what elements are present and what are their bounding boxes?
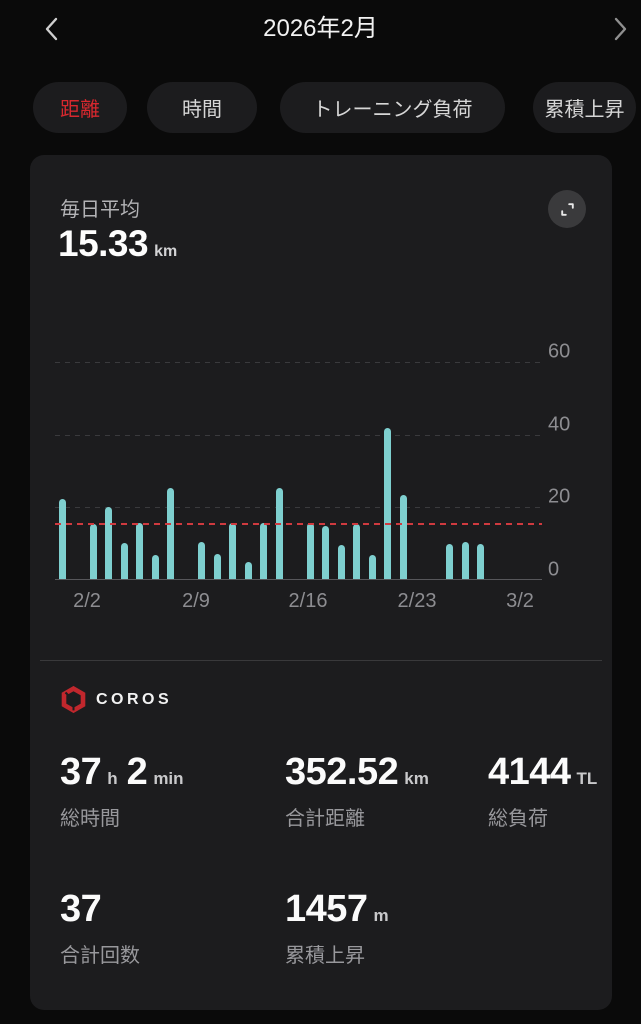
x-axis-line: [55, 579, 542, 580]
stat-value: 2: [126, 751, 148, 793]
brand-row: COROS: [60, 686, 172, 713]
bar-2/3[interactable]: [89, 523, 97, 580]
bar-2/8[interactable]: [167, 487, 174, 580]
stat-total-load: 4144 TL 総負荷: [488, 752, 606, 831]
stat-unit: m: [373, 906, 389, 925]
stat-value: 37: [60, 888, 102, 930]
bar-2/13[interactable]: [244, 562, 252, 580]
tab-time[interactable]: 時間: [147, 82, 257, 133]
monthly-stats-card: 毎日平均 15.33 km 2/2 2/9 2/16 2/23 3/2 0 20 40 60 …: [30, 155, 612, 1010]
bar-2/26[interactable]: [446, 543, 453, 580]
y-tick-label: 60: [548, 340, 571, 363]
y-tick-label: 40: [548, 413, 571, 436]
bar-2/22[interactable]: [384, 427, 391, 580]
bar-2/20[interactable]: [353, 524, 360, 580]
stat-value-row: 37 h 2 min: [60, 752, 193, 792]
stat-label: 総時間: [60, 808, 120, 830]
stat-unit: min: [153, 769, 184, 788]
bar-2/11[interactable]: [213, 553, 221, 580]
bar-2/6[interactable]: [136, 523, 143, 580]
tab-label: 時間: [182, 99, 222, 121]
stat-label: 累積上昇: [285, 945, 365, 967]
stat-value: 352.52: [285, 751, 399, 793]
coros-logo-icon: [61, 686, 86, 713]
stat-total-time: 37 h 2 min 総時間: [60, 752, 193, 831]
stat-label: 合計回数: [60, 945, 140, 967]
next-month-button[interactable]: [610, 16, 630, 42]
distance-bar-chart: 2/2 2/9 2/16 2/23 3/2: [55, 345, 542, 612]
bar-2/23[interactable]: [399, 494, 407, 580]
bar-2/10[interactable]: [198, 542, 205, 580]
tab-label: トレーニング負荷: [312, 99, 473, 121]
stat-unit: TL: [576, 769, 598, 788]
daily-average-value: 15.33: [58, 223, 149, 264]
daily-average-unit: km: [154, 243, 178, 260]
stat-value: 4144: [488, 751, 571, 793]
stat-value-row: 37: [60, 889, 140, 929]
bar-2/28[interactable]: [477, 543, 484, 580]
x-tick-label: 2/2: [73, 590, 101, 612]
tab-distance[interactable]: 距離: [33, 82, 127, 133]
bar-2/1[interactable]: [58, 499, 66, 580]
expand-icon: [560, 202, 574, 216]
prev-month-button[interactable]: [42, 16, 62, 42]
stat-value-row: 1457 m: [285, 889, 398, 929]
bar-2/5[interactable]: [120, 542, 128, 580]
expand-chart-button[interactable]: [548, 190, 586, 228]
daily-average-value-row: 15.33 km: [58, 223, 177, 265]
stat-value: 1457: [285, 888, 368, 930]
bar-2/14[interactable]: [260, 523, 267, 580]
stat-unit: h: [107, 769, 118, 788]
x-tick-label: 2/9: [182, 590, 210, 612]
tab-training-load[interactable]: トレーニング負荷: [280, 82, 505, 133]
stat-label: 合計距離: [285, 808, 365, 830]
chevron-left-icon: [45, 17, 58, 41]
bar-2/21[interactable]: [368, 555, 376, 580]
y-tick-label: 20: [548, 485, 571, 508]
stat-value-row: 4144 TL: [488, 752, 606, 792]
average-line: [55, 523, 542, 526]
bar-2/15[interactable]: [275, 488, 283, 580]
bar-2/4[interactable]: [105, 507, 112, 580]
bar-2/19[interactable]: [337, 545, 345, 580]
month-header: 2026年2月: [0, 0, 641, 60]
bar-2/7[interactable]: [151, 555, 159, 580]
tab-label: 距離: [60, 99, 100, 121]
x-tick-label: 3/2: [506, 590, 534, 612]
card-divider: [40, 660, 602, 661]
gridline-60: [55, 362, 542, 363]
daily-average-label: 毎日平均: [60, 199, 140, 221]
stat-value-row: 352.52 km: [285, 752, 438, 792]
gridline-40: [55, 434, 542, 436]
stat-total-distance: 352.52 km 合計距離: [285, 752, 438, 831]
x-tick-label: 2/16: [288, 590, 328, 612]
stat-total-ascent: 1457 m 累積上昇: [285, 889, 398, 968]
tab-ascent[interactable]: 累積上昇: [533, 82, 636, 133]
bar-2/12[interactable]: [229, 523, 236, 580]
y-tick-label: 0: [548, 558, 560, 581]
stat-total-count: 37 合計回数: [60, 889, 140, 968]
stat-unit: km: [404, 769, 429, 788]
stat-label: 総負荷: [488, 808, 548, 830]
stat-value: 37: [60, 751, 102, 793]
gridline-20: [55, 507, 542, 509]
bar-2/17[interactable]: [306, 523, 314, 580]
brand-wordmark: COROS: [96, 690, 173, 708]
chevron-right-icon: [614, 17, 627, 41]
bar-2/18[interactable]: [322, 525, 329, 580]
bar-2/27[interactable]: [461, 542, 469, 580]
tab-label: 累積上昇: [544, 99, 625, 121]
x-tick-label: 2/23: [397, 590, 437, 612]
month-title: 2026年2月: [263, 15, 378, 42]
